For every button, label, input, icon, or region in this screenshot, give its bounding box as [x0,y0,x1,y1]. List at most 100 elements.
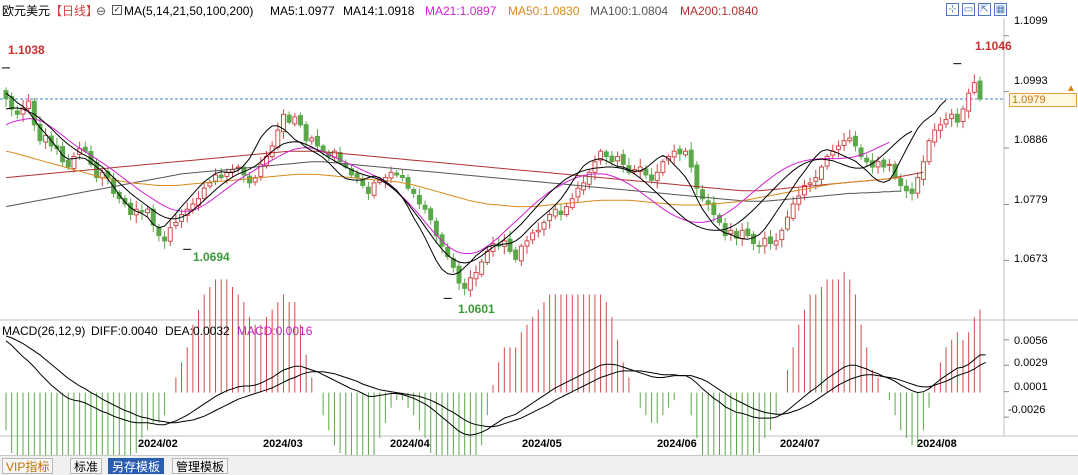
candle-body [456,265,462,284]
candle-body [26,100,32,110]
candle-body [65,159,71,168]
candle-body [717,214,722,223]
ma50-value: MA50:1.0830 [508,4,580,18]
candle-body [858,147,864,157]
ma21-value: MA21:1.0897 [425,4,497,18]
candle-body [354,173,360,179]
candle-body [779,229,785,241]
candle-body [790,203,796,219]
candle-body [247,175,252,184]
candle-body [43,134,49,143]
candle-body [388,171,394,179]
period-toggle-icon[interactable]: ⊖ [96,4,107,18]
candle-body [314,135,320,147]
candle-body [564,206,570,216]
candle-body [286,114,292,123]
candle-body [649,174,655,181]
template-tab-bar: VIP指标 标准 另存模板 管理模板 [0,455,1078,475]
candle-body [224,171,230,177]
candle-body [484,250,490,264]
candle-body [450,258,456,268]
candle-body [734,230,739,239]
candle-body [711,202,717,216]
candle-body [864,157,870,163]
candle-body [530,232,536,241]
candle-body [71,155,77,169]
candle-body [552,208,558,217]
candle-body [303,124,309,142]
candle-body [773,240,779,246]
candle-body [201,187,207,199]
candle-body [977,80,983,100]
candle-body [371,182,377,196]
candle-body [937,124,943,131]
macd-y-tick-label: 0.0056 [1014,335,1048,347]
candle-body [292,116,298,125]
candle-body [360,179,366,187]
candle-body [971,82,977,93]
tab-manage-template[interactable]: 管理模板 [172,458,229,474]
candle-body [756,245,762,248]
tab-standard[interactable]: 标准 [70,458,103,474]
candle-body [660,161,666,173]
candle-body [739,229,745,240]
ma-params-label: MA(5,14,21,50,100,200) [124,4,254,18]
candle-body [507,238,513,252]
candle-body [615,155,621,162]
symbol-label: 欧元美元 [2,4,51,18]
candle-body [852,135,858,147]
candle-body [694,164,700,189]
candle-body [252,177,258,183]
candle-body [700,189,706,200]
ma200-line [5,150,924,192]
candle-body [337,152,343,163]
candle-body [801,185,807,196]
expand-icon[interactable]: ⊹ [946,3,959,16]
candle-body [230,169,235,173]
candle-body [309,137,315,142]
candle-body [609,155,615,163]
candle-body [399,175,405,179]
candle-body [762,237,768,247]
ma200-value: MA200:1.0840 [680,4,759,18]
candle-body [9,96,15,110]
x-tick-label: 2024/07 [780,438,820,450]
macd-value: MACD:0.0016 [237,324,313,338]
candle-body [145,208,151,214]
tab-vip-indicator[interactable]: VIP指标 [2,458,54,474]
candle-body [909,188,915,194]
candle-body [156,226,162,237]
candle-body [479,261,485,275]
y-tick-label: 1.0886 [1014,134,1048,146]
candle-body [280,113,286,133]
candle-body [535,229,541,233]
x-tick-label: 2024/03 [263,438,303,450]
ma-toggle-icon[interactable]: ✓ [112,5,122,15]
candle-body [235,166,241,169]
tab-save-template[interactable]: 另存模板 [108,458,165,474]
candle-body [575,187,581,198]
window-icon[interactable]: ▭ [962,3,975,16]
candle-body [275,129,281,148]
period-label[interactable]: 【日线】 [50,4,99,18]
candle-body [898,178,904,187]
candle-body [847,137,853,142]
maximize-icon[interactable]: ⇱ [978,3,991,16]
candle-body [462,282,468,289]
candle-body [541,221,547,230]
candle-body [598,150,604,161]
candle-body [932,129,938,143]
x-tick-label: 2024/02 [138,438,178,450]
candle-body [881,159,887,168]
candle-body [348,168,354,176]
grid-icon[interactable]: ▦ [994,3,1007,16]
candle-body [705,200,711,205]
candle-body [394,172,400,176]
candle-body [949,113,955,120]
candle-body [167,227,173,242]
low-annotation: 1.0694 [193,250,230,264]
candle-body [926,140,932,163]
candle-body [677,148,683,155]
candle-body [213,174,219,182]
high-annotation: 1.1038 [8,43,45,57]
